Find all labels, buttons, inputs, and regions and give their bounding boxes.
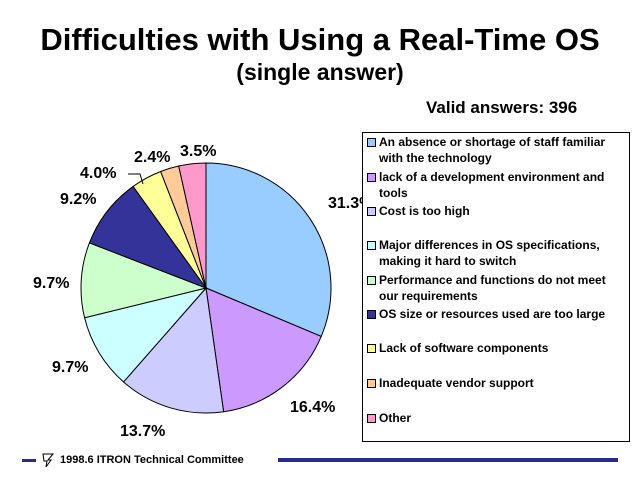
- legend-item-os-differences: Major differences in OS specifications, …: [367, 237, 625, 269]
- valid-answers-label: Valid answers: 396: [426, 98, 578, 117]
- footer-credit: 1998.6 ITRON Technical Committee: [60, 454, 244, 466]
- pie-label-dev-environment: 16.4%: [290, 399, 335, 416]
- pie-slice-staff-shortage: [205, 162, 332, 338]
- footer-rule-right: [278, 458, 618, 462]
- legend-label: Cost is too high: [379, 204, 470, 218]
- legend-item-performance: Performance and functions do not meet ou…: [367, 272, 625, 304]
- pie-label-software-components: 4.0%: [80, 165, 116, 182]
- legend-swatch: [367, 344, 376, 353]
- legend-item-os-size: OS size or resources used are too large: [367, 306, 625, 322]
- pie-slices: [80, 162, 332, 414]
- legend-label: Major differences in OS specifications, …: [379, 238, 600, 268]
- pie-label-other: 3.5%: [180, 143, 216, 160]
- legend-label: OS size or resources used are too large: [379, 307, 606, 321]
- legend-label: Other: [379, 411, 412, 425]
- legend-item-staff-shortage: An absence or shortage of staff familiar…: [367, 134, 625, 166]
- legend-swatch: [367, 310, 376, 319]
- pie-label-os-differences: 9.7%: [52, 359, 88, 376]
- pie-label-performance: 9.7%: [33, 275, 69, 292]
- legend-label: An absence or shortage of staff familiar…: [379, 135, 606, 165]
- chart-legend: An absence or shortage of staff familiar…: [362, 132, 630, 442]
- legend-item-cost: Cost is too high: [367, 203, 625, 219]
- pie-label-cost: 13.7%: [120, 423, 165, 440]
- legend-label: Lack of software components: [379, 341, 549, 355]
- pie-label-vendor-support: 2.4%: [134, 149, 170, 166]
- pie-label-os-size: 9.2%: [60, 191, 96, 208]
- legend-item-vendor-support: Inadequate vendor support: [367, 375, 625, 391]
- legend-item-software-components: Lack of software components: [367, 340, 625, 356]
- chart-title: Difficulties with Using a Real-Time OS: [40, 22, 600, 57]
- legend-swatch: [367, 207, 376, 216]
- legend-swatch: [367, 241, 376, 250]
- legend-item-other: Other: [367, 410, 625, 426]
- legend-label: Inadequate vendor support: [379, 376, 534, 390]
- chart-subtitle: (single answer): [236, 59, 404, 85]
- itron-logo-icon: [42, 453, 54, 468]
- legend-item-dev-environment: lack of a development environment and to…: [367, 169, 625, 201]
- pie-slice-os-differences: [83, 287, 208, 383]
- pie-slice-cost: [122, 286, 225, 414]
- legend-swatch: [367, 173, 376, 182]
- legend-swatch: [367, 276, 376, 285]
- footer-rule-left: [22, 459, 36, 462]
- legend-swatch: [367, 414, 376, 423]
- pie-slice-dev-environment: [205, 287, 322, 413]
- legend-label: lack of a development environment and to…: [379, 170, 605, 200]
- footer: 1998.6 ITRON Technical Committee: [0, 450, 640, 470]
- legend-swatch: [367, 379, 376, 388]
- leader-line-software-components: [128, 173, 144, 185]
- legend-swatch: [367, 138, 376, 147]
- legend-label: Performance and functions do not meet ou…: [379, 273, 606, 303]
- pie-slice-performance: [80, 242, 208, 319]
- pie-slice-other: [178, 162, 207, 289]
